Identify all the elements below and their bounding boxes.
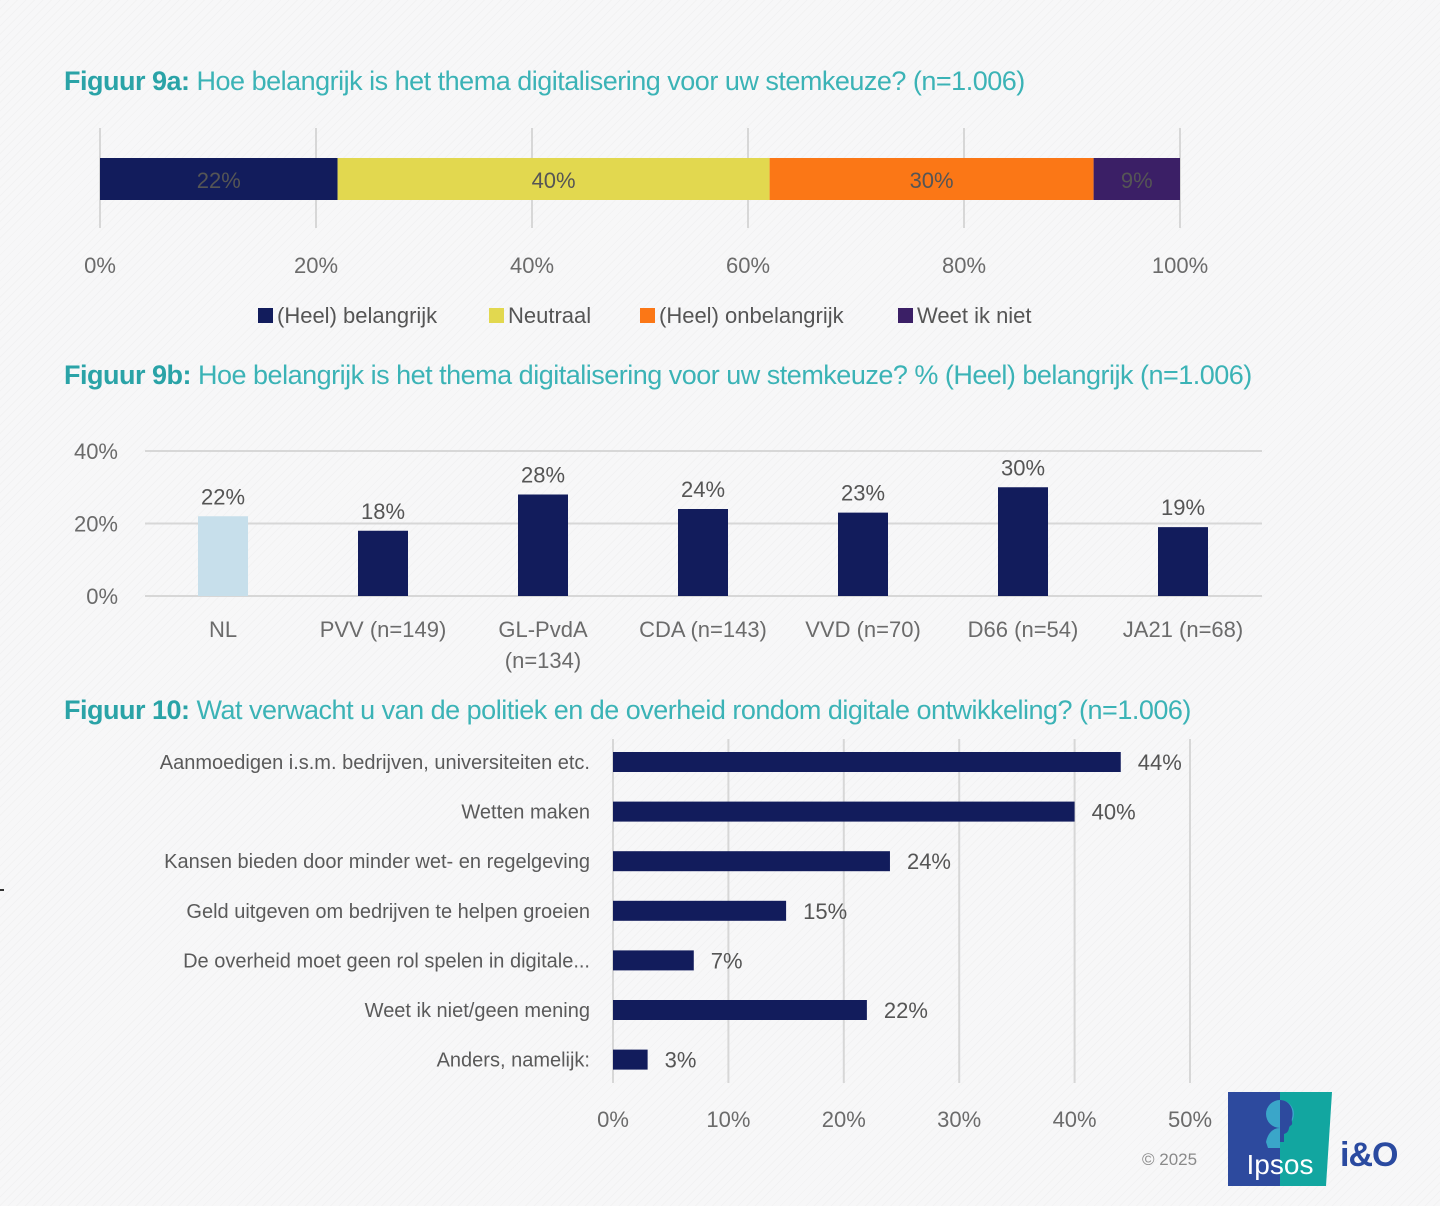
io-logo: i&O <box>1340 1136 1398 1174</box>
fig10-title-text: Wat verwacht u van de politiek en de ove… <box>196 695 1192 725</box>
fig9a-data-label: 22% <box>197 168 241 193</box>
fig9b-bar <box>358 530 408 596</box>
fig9b-data-label: 23% <box>841 481 885 506</box>
fig9b-bar <box>838 512 888 596</box>
fig9a-xtick-label: 60% <box>726 253 770 278</box>
fig9a-bar-segment <box>337 158 770 200</box>
fig10-data-label: 7% <box>711 948 743 973</box>
fig10-data-label: 24% <box>907 849 951 874</box>
fig9a-title-text: Hoe belangrijk is het thema digitaliseri… <box>196 66 1026 96</box>
fig9a-bar-segment <box>1093 158 1180 200</box>
fig9b-bar <box>518 494 568 596</box>
fig9b-category-label: D66 (n=54) <box>968 617 1079 642</box>
fig9a-legend-swatch <box>640 308 655 323</box>
fig9a-legend-label: Neutraal <box>508 303 591 328</box>
fig9a-legend-label: (Heel) onbelangrijk <box>659 303 845 328</box>
fig9b-chart: 0% 20% 40% 22% NL 18% PVV (n=149) 28% GL-PvdA (n=… <box>74 439 1262 673</box>
fig9a-bar-segment <box>769 158 1094 200</box>
fig10-title-label: Figuur 10: <box>64 695 190 725</box>
fig9a-legend-swatch <box>258 308 273 323</box>
fig10-bar <box>613 851 890 872</box>
edge-mark <box>0 889 4 891</box>
fig10-category-label: Geld uitgeven om bedrijven te helpen gro… <box>186 901 590 923</box>
fig9a-data-label: 40% <box>532 168 576 193</box>
fig9b-category-label: PVV (n=149) <box>320 617 447 642</box>
fig10-data-label: 44% <box>1138 750 1182 775</box>
head-silhouette-icon <box>1266 1100 1294 1148</box>
fig10-category-label: Kansen bieden door minder wet- en regelg… <box>164 851 590 873</box>
fig9b-ytick-label: 0% <box>86 584 118 609</box>
fig10-bar <box>613 752 1121 772</box>
fig9b-category-label: GL-PvdA <box>498 617 588 642</box>
fig9a-legend-label: (Heel) belangrijk <box>277 303 438 328</box>
fig9a-legend-label: Weet ik niet <box>917 303 1032 328</box>
fig9b-bar <box>998 487 1048 596</box>
fig9b-data-label: 30% <box>1001 455 1045 480</box>
copyright: © 2025 <box>1142 1150 1198 1169</box>
fig10-data-label: 15% <box>803 899 847 924</box>
fig9b-data-label: 24% <box>681 477 725 502</box>
fig9a-title-label: Figuur 9a: <box>64 66 190 96</box>
fig9a-xtick-label: 80% <box>942 253 986 278</box>
fig9b-category-label: CDA (n=143) <box>639 617 767 642</box>
fig10-category-label: Weet ik niet/geen mening <box>365 1000 590 1022</box>
fig9b-title-text: Hoe belangrijk is het thema digitaliseri… <box>198 360 1252 390</box>
fig9b-title: Figuur 9b: Hoe belangrijk is het thema d… <box>64 357 1324 393</box>
ipsos-logo-text: Ipsos <box>1247 1149 1314 1180</box>
fig10-xtick-label: 40% <box>1053 1107 1097 1132</box>
fig9b-category-label: (n=134) <box>505 648 581 673</box>
fig10-bar <box>613 1000 867 1020</box>
fig9b-category-label: JA21 (n=68) <box>1123 617 1243 642</box>
fig9b-data-label: 18% <box>361 499 405 524</box>
fig10-category-label: Aanmoedigen i.s.m. bedrijven, universite… <box>160 752 590 774</box>
fig10-category-label: Anders, namelijk: <box>437 1050 590 1072</box>
fig10-xtick-label: 10% <box>706 1107 750 1132</box>
fig10-xtick-label: 0% <box>597 1107 629 1132</box>
fig10-bar <box>613 900 787 921</box>
fig9b-data-label: 19% <box>1161 495 1205 520</box>
fig10-category-label: De overheid moet geen rol spelen in digi… <box>183 950 590 972</box>
fig9a-bar-segment <box>100 158 338 200</box>
fig10-data-label: 3% <box>665 1048 697 1073</box>
fig10-xtick-label: 30% <box>937 1107 981 1132</box>
fig9a-xtick-label: 100% <box>1152 253 1208 278</box>
fig9b-bar <box>678 509 728 596</box>
fig9b-data-label: 28% <box>521 463 565 488</box>
fig9b-ytick-label: 40% <box>74 439 118 464</box>
fig10-bar <box>613 950 694 971</box>
ipsos-logo: Ipsos <box>1228 1092 1332 1186</box>
fig10-bar <box>613 801 1075 822</box>
fig9b-category-label: VVD (n=70) <box>805 617 921 642</box>
fig9a-xtick-label: 20% <box>294 253 338 278</box>
fig9b-data-label: 22% <box>201 484 245 509</box>
fig10-xtick-label: 50% <box>1168 1107 1212 1132</box>
fig9a-legend-swatch <box>898 308 913 323</box>
fig10-chart: 0% 10% 20% 30% 40% 50% 44% Aanmoedigen i.s.m. b… <box>160 739 1212 1132</box>
fig10-data-label: 22% <box>884 998 928 1023</box>
fig9b-bar <box>198 516 248 596</box>
fig10-xtick-label: 20% <box>822 1107 866 1132</box>
fig10-bar <box>613 1049 648 1070</box>
fig9b-bar <box>1158 527 1208 596</box>
fig10-category-label: Wetten maken <box>461 802 590 824</box>
fig9a-chart: 0% 20% 40% 60% 80% 100% 22% 40% 30% 9% (Heel) bela… <box>84 128 1208 328</box>
fig9b-category-label: NL <box>209 617 237 642</box>
fig10-title: Figuur 10: Wat verwacht u van de politie… <box>64 692 1191 728</box>
fig10-data-label: 40% <box>1092 800 1136 825</box>
fig9a-legend-swatch <box>489 308 504 323</box>
fig9a-xtick-label: 40% <box>510 253 554 278</box>
fig9a-data-label: 30% <box>910 168 954 193</box>
fig9a-data-label: 9% <box>1121 168 1153 193</box>
fig9a-title: Figuur 9a: Hoe belangrijk is het thema d… <box>64 63 1025 99</box>
fig9b-title-label: Figuur 9b: <box>64 360 191 390</box>
fig9b-ytick-label: 20% <box>74 512 118 537</box>
fig9a-xtick-label: 0% <box>84 253 116 278</box>
